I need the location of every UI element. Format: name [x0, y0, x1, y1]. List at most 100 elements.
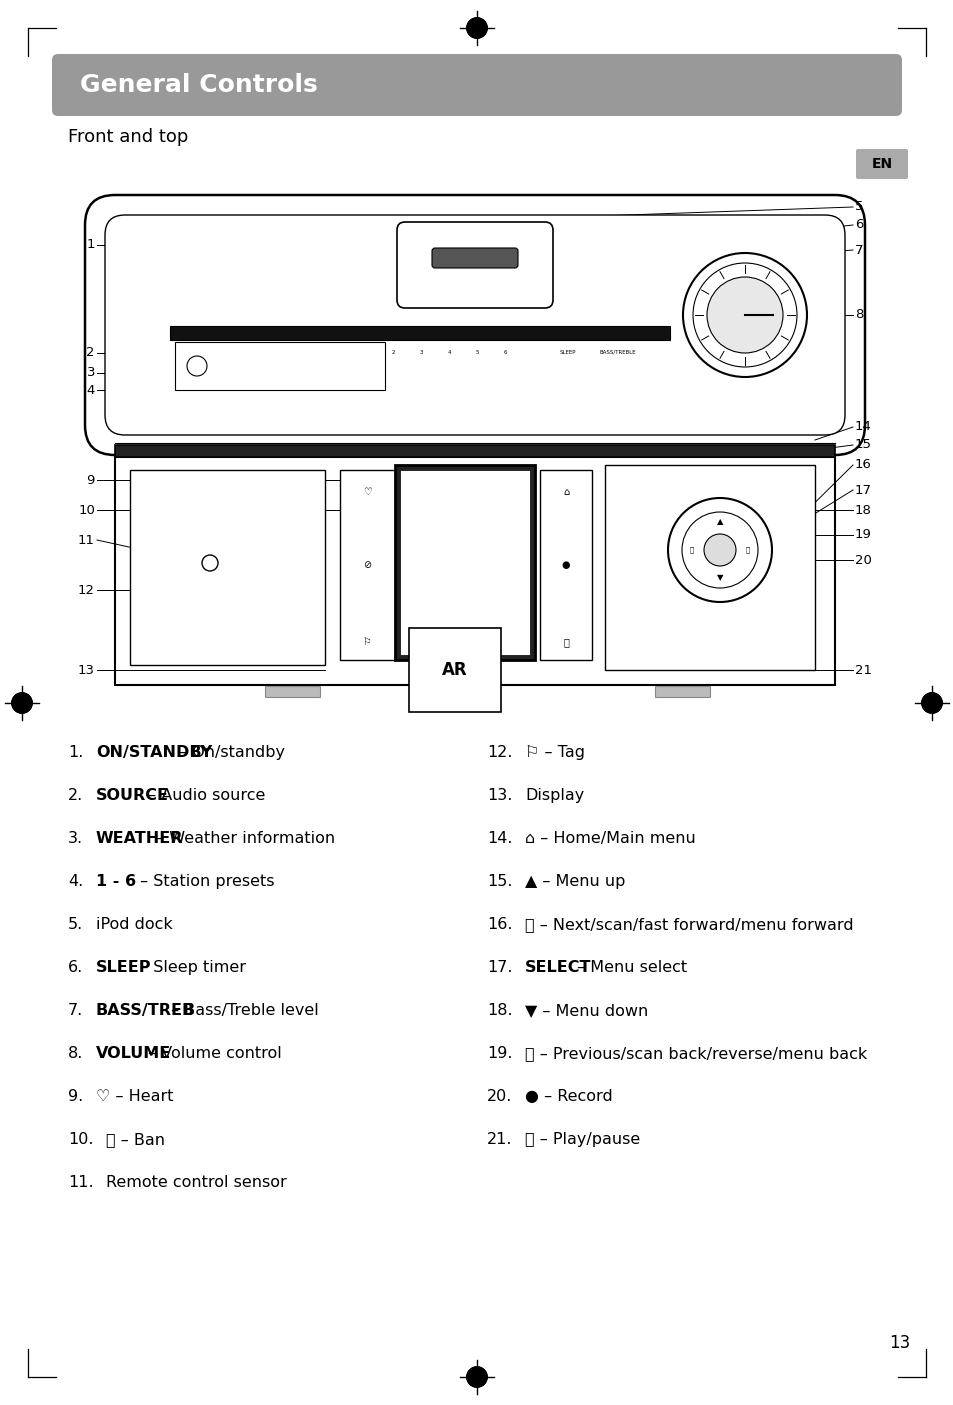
Text: 3: 3 — [418, 350, 422, 354]
Text: 14.: 14. — [486, 830, 512, 846]
Polygon shape — [467, 18, 486, 28]
Text: 2.: 2. — [68, 788, 83, 804]
Text: 1: 1 — [363, 350, 366, 354]
Text: 2: 2 — [391, 350, 395, 354]
Text: General Controls: General Controls — [80, 73, 317, 97]
Text: 16: 16 — [854, 458, 871, 472]
Text: VOLUME: VOLUME — [96, 1045, 172, 1061]
Circle shape — [187, 355, 207, 377]
Text: 20: 20 — [854, 554, 871, 566]
Text: 19: 19 — [854, 528, 871, 541]
Text: 20.: 20. — [486, 1089, 512, 1104]
Text: 6.: 6. — [68, 960, 83, 975]
Text: ⏯: ⏯ — [562, 636, 568, 646]
Text: Front and top: Front and top — [68, 128, 188, 146]
Text: – Bass/Treble level: – Bass/Treble level — [166, 1003, 319, 1019]
Text: 9.: 9. — [68, 1089, 83, 1104]
Polygon shape — [467, 28, 486, 38]
Text: 15: 15 — [854, 438, 871, 451]
Text: 13.: 13. — [486, 788, 512, 804]
Text: BASS/TREBLE: BASS/TREBLE — [599, 350, 636, 354]
Text: 7: 7 — [854, 243, 862, 257]
Polygon shape — [921, 693, 941, 702]
FancyBboxPatch shape — [85, 195, 864, 455]
Text: – Station presets: – Station presets — [135, 874, 274, 889]
FancyBboxPatch shape — [855, 149, 907, 178]
Bar — [399, 471, 530, 655]
Text: ⏮ – Previous/scan back/reverse/menu back: ⏮ – Previous/scan back/reverse/menu back — [524, 1045, 866, 1061]
Text: SELECT: SELECT — [524, 960, 591, 975]
Bar — [655, 686, 709, 697]
Text: 3: 3 — [87, 367, 95, 379]
Text: 12: 12 — [78, 583, 95, 597]
Text: 18: 18 — [854, 503, 871, 517]
Text: – Sleep timer: – Sleep timer — [135, 960, 246, 975]
Text: 21: 21 — [854, 663, 871, 676]
Text: Display: Display — [524, 788, 583, 804]
Text: 5: 5 — [475, 350, 478, 354]
Bar — [115, 457, 834, 686]
Bar — [395, 465, 535, 660]
Text: – On/standby: – On/standby — [174, 745, 285, 760]
Bar — [539, 471, 592, 660]
Text: 11.: 11. — [68, 1175, 93, 1190]
Text: 14: 14 — [854, 420, 871, 434]
Text: – Audio source: – Audio source — [143, 788, 265, 804]
Text: – Menu select: – Menu select — [571, 960, 686, 975]
Text: ♡: ♡ — [362, 488, 371, 497]
Text: 7.: 7. — [68, 1003, 83, 1019]
Text: SOURCE: SOURCE — [230, 350, 253, 354]
Circle shape — [692, 263, 796, 367]
Text: WEATHER: WEATHER — [96, 830, 183, 846]
Bar — [265, 686, 319, 697]
Bar — [604, 465, 814, 670]
Text: ●: ● — [561, 561, 570, 570]
Text: ♡ – Heart: ♡ – Heart — [96, 1089, 173, 1104]
Text: 21.: 21. — [486, 1132, 512, 1146]
Text: ⊘: ⊘ — [362, 561, 371, 570]
Circle shape — [681, 511, 758, 589]
Text: 10.: 10. — [68, 1132, 93, 1146]
Text: 8: 8 — [854, 309, 862, 322]
Circle shape — [682, 253, 806, 377]
FancyBboxPatch shape — [396, 222, 553, 308]
Text: ⏮: ⏮ — [689, 547, 694, 554]
Text: BASS/TREB: BASS/TREB — [96, 1003, 195, 1019]
Text: ▲: ▲ — [716, 517, 722, 527]
Text: EN: EN — [870, 157, 892, 171]
Text: 15.: 15. — [486, 874, 512, 889]
Polygon shape — [467, 1377, 486, 1387]
Text: SLEEP: SLEEP — [559, 350, 576, 354]
Text: 5.: 5. — [68, 917, 83, 932]
Circle shape — [703, 534, 735, 566]
Text: ⚐ – Tag: ⚐ – Tag — [524, 745, 584, 760]
Circle shape — [706, 277, 782, 353]
Text: ⏭ – Next/scan/fast forward/menu forward: ⏭ – Next/scan/fast forward/menu forward — [524, 917, 853, 932]
Text: 13: 13 — [888, 1333, 910, 1352]
Polygon shape — [921, 702, 941, 712]
Bar — [130, 471, 325, 665]
Bar — [170, 326, 669, 340]
Text: 9: 9 — [87, 473, 95, 486]
Text: 4: 4 — [447, 350, 450, 354]
Text: 2: 2 — [87, 347, 95, 360]
Text: ⌂: ⌂ — [562, 488, 569, 497]
Text: 11: 11 — [78, 534, 95, 547]
Text: 10: 10 — [78, 503, 95, 517]
Text: VOLUME: VOLUME — [754, 350, 777, 354]
Text: 4.: 4. — [68, 874, 83, 889]
Text: 12.: 12. — [486, 745, 512, 760]
Text: 13: 13 — [78, 663, 95, 676]
Text: 3.: 3. — [68, 830, 83, 846]
Text: iPod dock: iPod dock — [96, 917, 172, 932]
Polygon shape — [12, 702, 32, 712]
Text: 1.: 1. — [68, 745, 83, 760]
Text: 5: 5 — [854, 201, 862, 214]
Text: ▼ – Menu down: ▼ – Menu down — [524, 1003, 648, 1019]
Text: ⌂ – Home/Main menu: ⌂ – Home/Main menu — [524, 830, 695, 846]
Bar — [174, 341, 385, 391]
Text: 17: 17 — [854, 483, 871, 496]
Text: SLEEP: SLEEP — [96, 960, 152, 975]
Text: Remote control sensor: Remote control sensor — [106, 1175, 287, 1190]
Text: 19.: 19. — [486, 1045, 512, 1061]
